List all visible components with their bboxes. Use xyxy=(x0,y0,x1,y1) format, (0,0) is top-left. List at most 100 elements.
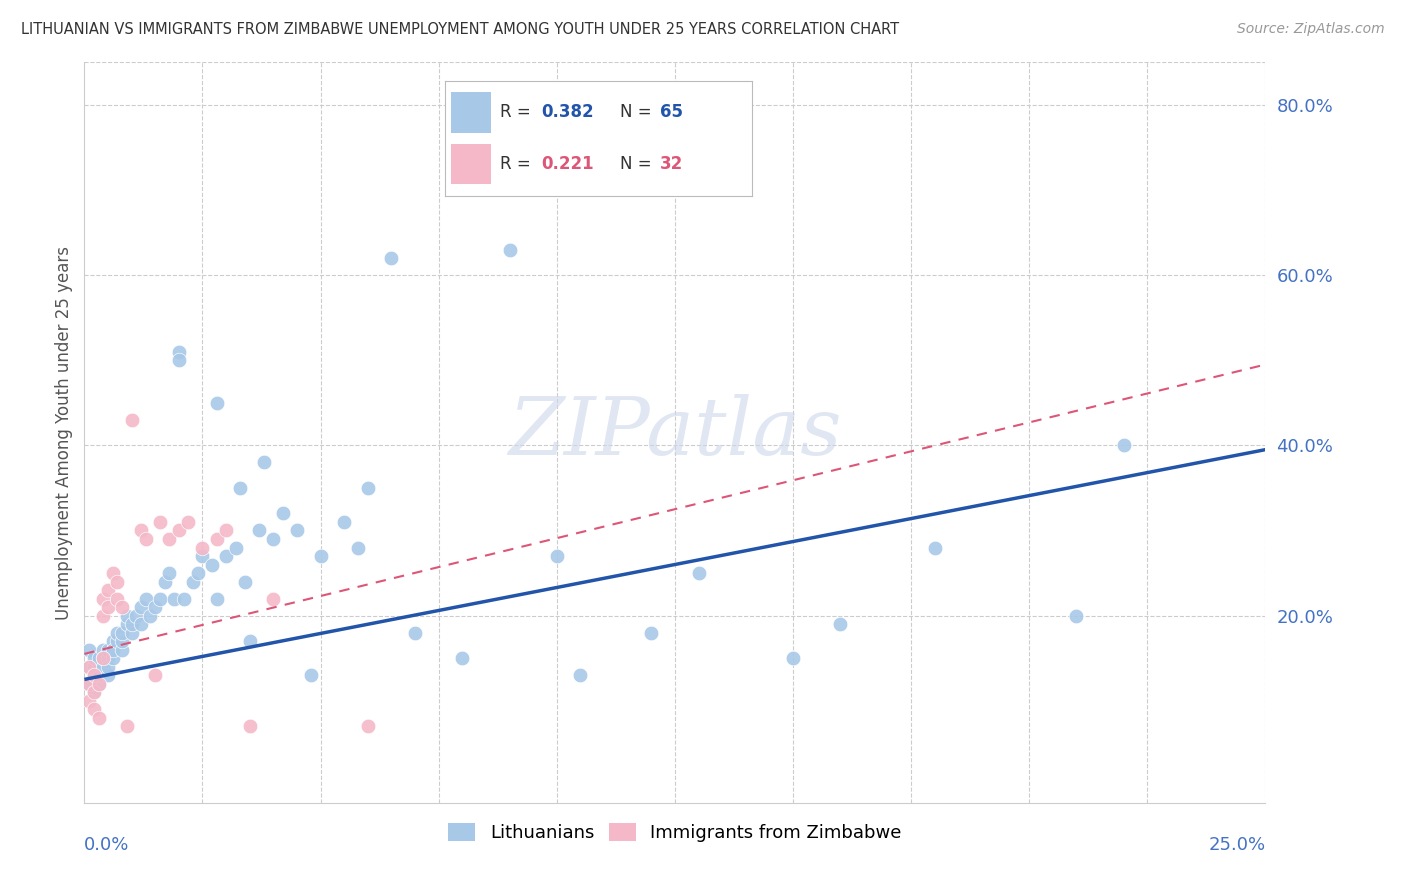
Point xyxy=(97,600,120,615)
Point xyxy=(91,591,114,606)
Point xyxy=(309,549,332,563)
Point xyxy=(91,642,114,657)
Point xyxy=(149,515,172,529)
Point xyxy=(205,532,228,546)
Point xyxy=(498,243,520,257)
Point xyxy=(83,659,105,673)
Point xyxy=(380,251,402,265)
Point xyxy=(215,524,238,538)
Point xyxy=(782,651,804,665)
Point xyxy=(83,668,105,682)
Point xyxy=(125,608,148,623)
Point xyxy=(91,651,114,665)
Point xyxy=(111,642,134,657)
Point xyxy=(215,549,238,563)
Point xyxy=(115,719,138,733)
Point xyxy=(262,532,284,546)
Point xyxy=(77,659,100,673)
Point xyxy=(451,651,474,665)
Point xyxy=(357,481,380,495)
Legend: Lithuanians, Immigrants from Zimbabwe: Lithuanians, Immigrants from Zimbabwe xyxy=(441,815,908,849)
Point xyxy=(253,455,276,469)
Point xyxy=(347,541,370,555)
Point xyxy=(87,651,110,665)
Point xyxy=(83,668,105,682)
Point xyxy=(115,617,138,632)
Point xyxy=(97,582,120,597)
Y-axis label: Unemployment Among Youth under 25 years: Unemployment Among Youth under 25 years xyxy=(55,245,73,620)
Point xyxy=(135,591,157,606)
Point xyxy=(115,608,138,623)
Point xyxy=(121,617,143,632)
Point xyxy=(97,651,120,665)
Point xyxy=(87,659,110,673)
Point xyxy=(91,608,114,623)
Point xyxy=(640,625,662,640)
Point xyxy=(129,600,152,615)
Point xyxy=(87,676,110,690)
Point xyxy=(97,668,120,682)
Point xyxy=(357,719,380,733)
Point xyxy=(139,608,162,623)
Point xyxy=(111,634,134,648)
Point xyxy=(97,659,120,673)
Point xyxy=(107,574,129,589)
Point xyxy=(569,668,592,682)
Point xyxy=(924,541,946,555)
Point xyxy=(167,353,190,368)
Text: 0.0%: 0.0% xyxy=(84,836,129,855)
Point xyxy=(87,668,110,682)
Point xyxy=(173,591,195,606)
Point xyxy=(107,634,129,648)
Point xyxy=(149,591,172,606)
Point xyxy=(153,574,176,589)
Point xyxy=(181,574,204,589)
Point xyxy=(167,344,190,359)
Point xyxy=(135,532,157,546)
Point xyxy=(77,676,100,690)
Point xyxy=(333,515,356,529)
Point xyxy=(91,651,114,665)
Point xyxy=(107,625,129,640)
Point xyxy=(191,541,214,555)
Point xyxy=(688,566,710,580)
Point xyxy=(101,642,124,657)
Point xyxy=(101,566,124,580)
Point xyxy=(205,591,228,606)
Point xyxy=(191,549,214,563)
Text: ZIPatlas: ZIPatlas xyxy=(508,394,842,471)
Point xyxy=(143,668,166,682)
Point xyxy=(87,711,110,725)
Point xyxy=(121,413,143,427)
Point xyxy=(285,524,308,538)
Point xyxy=(83,685,105,699)
Point xyxy=(247,524,270,538)
Point xyxy=(271,507,294,521)
Point xyxy=(77,694,100,708)
Point xyxy=(107,591,129,606)
Point xyxy=(77,676,100,690)
Point xyxy=(129,524,152,538)
Point xyxy=(97,642,120,657)
Point xyxy=(201,558,224,572)
Point xyxy=(101,651,124,665)
Text: 25.0%: 25.0% xyxy=(1208,836,1265,855)
Point xyxy=(111,625,134,640)
Point xyxy=(83,702,105,716)
Point xyxy=(233,574,256,589)
Text: LITHUANIAN VS IMMIGRANTS FROM ZIMBABWE UNEMPLOYMENT AMONG YOUTH UNDER 25 YEARS C: LITHUANIAN VS IMMIGRANTS FROM ZIMBABWE U… xyxy=(21,22,900,37)
Point xyxy=(157,566,180,580)
Point xyxy=(143,600,166,615)
Point xyxy=(205,396,228,410)
Point xyxy=(129,617,152,632)
Text: Source: ZipAtlas.com: Source: ZipAtlas.com xyxy=(1237,22,1385,37)
Point xyxy=(239,719,262,733)
Point xyxy=(111,600,134,615)
Point xyxy=(187,566,209,580)
Point xyxy=(239,634,262,648)
Point xyxy=(546,549,568,563)
Point xyxy=(167,524,190,538)
Point xyxy=(404,625,426,640)
Point xyxy=(177,515,200,529)
Point xyxy=(163,591,186,606)
